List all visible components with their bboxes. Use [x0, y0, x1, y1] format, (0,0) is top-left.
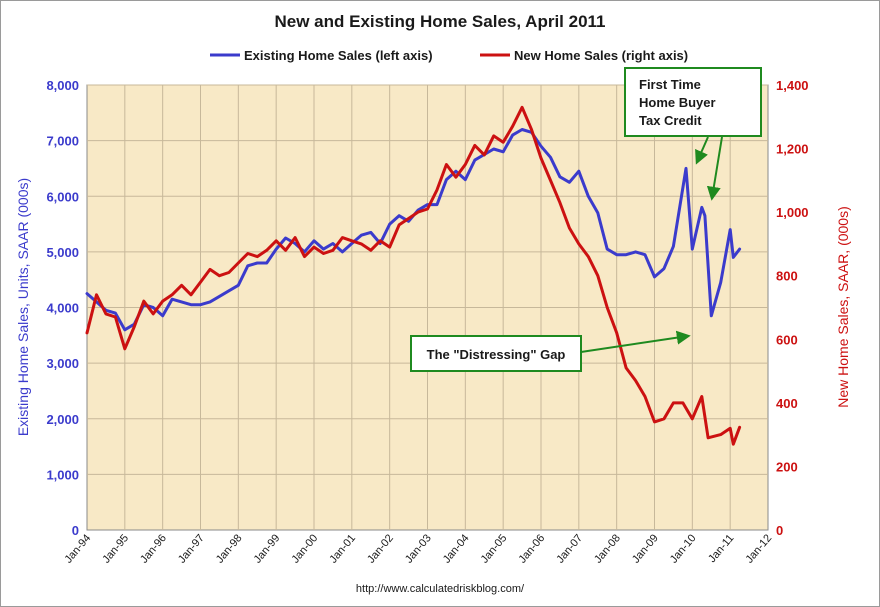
annotation-tax-credit-line-1: First Time [639, 77, 701, 92]
annotation-gap-label: The "Distressing" Gap [427, 347, 566, 362]
annotation-tax-credit-arrow-1 [695, 136, 709, 165]
y-right-tick-label: 400 [776, 396, 798, 411]
y-right-tick-label: 600 [776, 332, 798, 347]
y-left-tick-label: 3,000 [46, 356, 79, 371]
chart-title: New and Existing Home Sales, April 2011 [275, 12, 606, 31]
y-left-tick-label: 7,000 [46, 134, 79, 149]
annotation-tax-credit: First Time Home Buyer Tax Credit [624, 67, 762, 201]
annotation-gap-arrow [580, 330, 691, 353]
y-left-tick-label: 1,000 [46, 467, 79, 482]
y-right-tick-label: 1,400 [776, 78, 809, 93]
series-line-new [85, 105, 742, 446]
y-left-tick-label: 0 [72, 523, 79, 538]
y-left-tick-label: 5,000 [46, 245, 79, 260]
y-right-axis-label: New Home Sales, SAAR, (000s) [835, 206, 851, 408]
annotation-tax-credit-arrow-2 [706, 136, 723, 201]
y-right-tick-label: 1,000 [776, 205, 809, 220]
left-axis: 0 1,000 2,000 3,000 4,000 5,000 6,000 7,000 8,00… [46, 78, 79, 538]
y-left-axis-label: Existing Home Sales, Units, SAAR (000s) [15, 178, 31, 436]
annotation-gap: The "Distressing" Gap [410, 330, 691, 372]
y-right-tick-label: 200 [776, 459, 798, 474]
series-line-existing [85, 128, 742, 332]
annotation-gap-box [410, 335, 582, 372]
source-url: http://www.calculatedriskblog.com/ [356, 583, 525, 595]
legend: Existing Home Sales (left axis) New Home… [210, 48, 688, 63]
y-left-tick-label: 8,000 [46, 78, 79, 93]
y-left-tick-label: 6,000 [46, 189, 79, 204]
y-left-tick-label: 2,000 [46, 412, 79, 427]
annotation-tax-credit-line-2: Home Buyer [639, 95, 716, 110]
y-left-tick-label: 4,000 [46, 301, 79, 316]
legend-label-existing: Existing Home Sales (left axis) [244, 48, 433, 63]
y-right-tick-label: 800 [776, 269, 798, 284]
series-layer [85, 105, 742, 446]
y-right-tick-label: 0 [776, 523, 783, 538]
annotation-tax-credit-line-3: Tax Credit [639, 113, 702, 128]
right-axis: 0 200 400 600 800 1,000 1,200 1,400 [776, 78, 809, 538]
legend-label-new: New Home Sales (right axis) [514, 48, 688, 63]
annotation-tax-credit-box [624, 67, 762, 137]
y-right-tick-label: 1,200 [776, 142, 809, 157]
